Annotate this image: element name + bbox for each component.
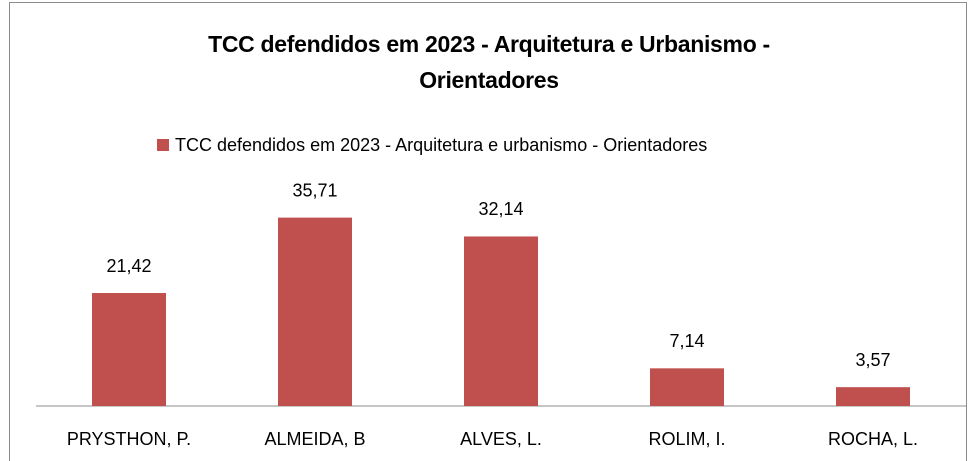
legend-swatch <box>157 139 169 151</box>
bar <box>650 368 724 406</box>
data-label: 21,42 <box>106 256 151 276</box>
data-label: 35,71 <box>292 180 337 200</box>
chart-title: TCC defendidos em 2023 - Arquitetura e U… <box>208 31 770 93</box>
x-tick-label: ROLIM, I. <box>648 429 725 449</box>
x-tick-label: ALMEIDA, B <box>264 429 365 449</box>
data-label: 32,14 <box>478 199 523 219</box>
x-tick-label: ROCHA, L. <box>828 429 918 449</box>
data-label: 3,57 <box>855 350 890 370</box>
data-label: 7,14 <box>669 331 704 351</box>
legend-label: TCC defendidos em 2023 - Arquitetura e u… <box>175 135 707 155</box>
bar <box>278 217 352 406</box>
bar <box>464 236 538 406</box>
bar <box>836 387 910 406</box>
chart-border <box>9 2 967 461</box>
x-tick-label: ALVES, L. <box>460 429 542 449</box>
bar <box>92 293 166 406</box>
x-tick-label: PRYSTHON, P. <box>67 429 191 449</box>
